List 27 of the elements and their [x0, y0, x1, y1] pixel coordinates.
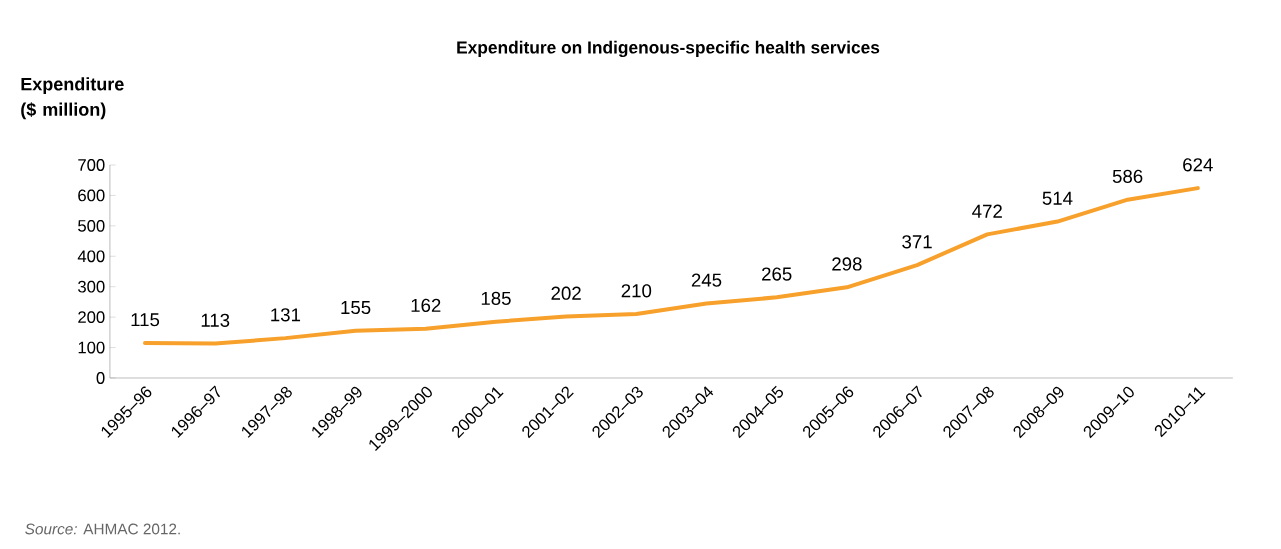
data-label: 131 — [271, 308, 301, 322]
data-label: 371 — [902, 235, 932, 249]
data-label: 115 — [131, 313, 160, 327]
y-tick-label: 100 — [78, 341, 105, 354]
data-label: 514 — [1042, 191, 1073, 205]
data-label: 202 — [551, 286, 581, 300]
data-label: 586 — [1112, 169, 1143, 183]
data-label: 472 — [972, 204, 1002, 218]
y-axis-title: Expenditure ($ million) — [21, 77, 124, 120]
y-tick-label: 300 — [78, 280, 105, 293]
data-label: 265 — [762, 267, 792, 281]
data-label: 155 — [341, 301, 371, 315]
y-tick-label: 400 — [77, 250, 105, 263]
data-label: 245 — [691, 273, 722, 287]
chart-title: Expenditure on Indigenous-specific health services — [457, 40, 880, 58]
data-label: 113 — [201, 313, 230, 327]
data-label: 298 — [832, 257, 862, 271]
y-tick-label: 700 — [78, 159, 105, 171]
y-tick-label: 0 — [96, 372, 105, 384]
data-label: 185 — [481, 291, 511, 305]
data-label: 624 — [1183, 158, 1213, 172]
y-tick-label: 600 — [78, 189, 105, 202]
text: Source: AHMAC 2012. — [25, 523, 180, 535]
y-tick-label: 200 — [78, 311, 105, 324]
y-tick-label: 500 — [78, 219, 105, 232]
data-label: 162 — [411, 298, 441, 312]
data-label: 210 — [621, 284, 652, 298]
